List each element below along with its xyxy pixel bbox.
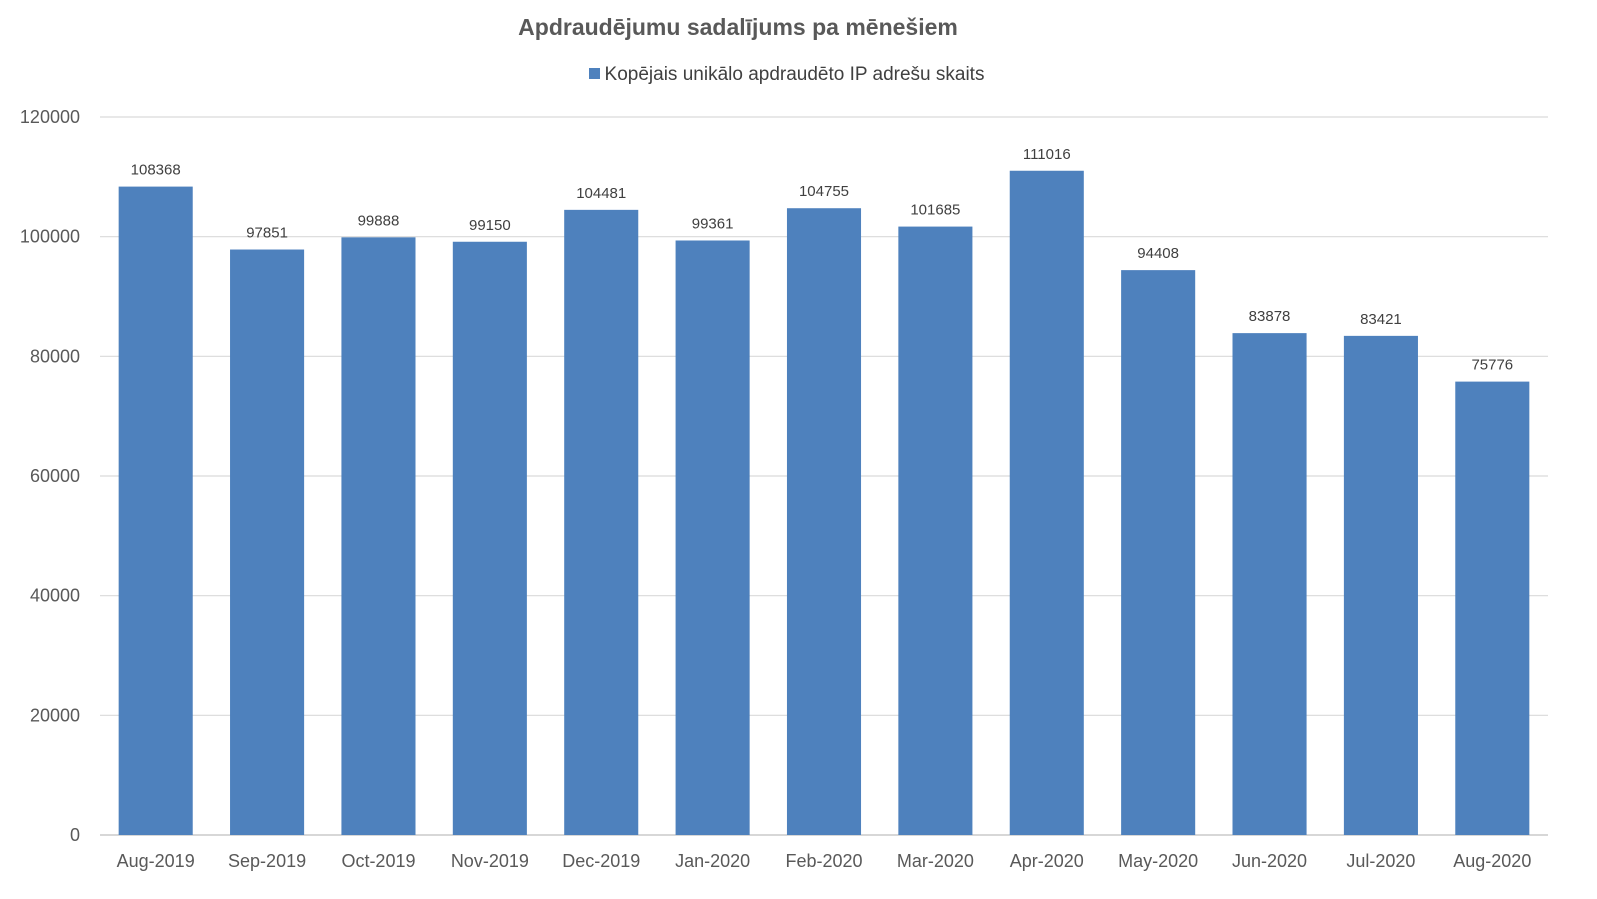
bar <box>1009 170 1084 835</box>
x-tick-label: Aug-2020 <box>1453 851 1531 871</box>
y-tick-label: 120000 <box>20 107 80 127</box>
data-label: 83421 <box>1360 311 1402 328</box>
data-label: 83878 <box>1249 308 1291 325</box>
data-label: 111016 <box>1023 146 1071 163</box>
bar <box>564 209 639 835</box>
data-label: 75776 <box>1471 357 1513 374</box>
x-tick-label: Nov-2019 <box>451 851 529 871</box>
legend-swatch <box>588 68 600 79</box>
y-tick-label: 100000 <box>20 227 80 247</box>
bar <box>786 208 862 835</box>
data-label: 97851 <box>246 225 288 242</box>
x-tick-label: Aug-2019 <box>117 851 195 871</box>
data-label: 108368 <box>131 162 181 179</box>
x-tick-label: Feb-2020 <box>785 851 862 871</box>
y-tick-label: 80000 <box>30 346 80 366</box>
x-tick-label: Mar-2020 <box>897 851 974 871</box>
x-tick-label: Jul-2020 <box>1346 851 1415 871</box>
y-tick-label: 40000 <box>30 586 80 606</box>
bar <box>1455 381 1530 835</box>
data-label: 101685 <box>910 202 960 219</box>
data-label: 104481 <box>576 185 626 202</box>
data-label: 94408 <box>1137 245 1179 262</box>
x-tick-label: Jan-2020 <box>675 851 750 871</box>
bar <box>1343 335 1418 835</box>
x-tick-label: May-2020 <box>1118 851 1198 871</box>
legend-label: Kopējais unikālo apdraudēto IP adrešu sk… <box>604 64 985 85</box>
bar <box>1232 333 1307 835</box>
x-tick-label: Jun-2020 <box>1232 851 1307 871</box>
bar <box>898 226 973 836</box>
y-tick-label: 20000 <box>30 705 80 725</box>
data-label: 99888 <box>358 212 400 229</box>
y-tick-label: 60000 <box>30 466 80 486</box>
bar <box>118 186 193 835</box>
data-label: 99361 <box>692 215 734 232</box>
bar <box>341 237 416 836</box>
bar <box>1121 270 1196 835</box>
legend: Kopējais unikālo apdraudēto IP adrešu sk… <box>0 64 1573 86</box>
chart-title: Apdraudējumu sadalījums pa mēnešiem <box>518 14 958 40</box>
x-tick-label: Sep-2019 <box>228 851 306 871</box>
bar <box>452 241 527 835</box>
data-label: 99150 <box>469 217 511 234</box>
bar <box>230 249 305 836</box>
data-label: 104755 <box>799 183 849 200</box>
x-tick-label: Oct-2019 <box>341 851 415 871</box>
y-tick-label: 0 <box>70 825 80 845</box>
x-tick-label: Apr-2020 <box>1010 851 1084 871</box>
x-tick-label: Dec-2019 <box>562 851 640 871</box>
bar <box>675 240 750 836</box>
